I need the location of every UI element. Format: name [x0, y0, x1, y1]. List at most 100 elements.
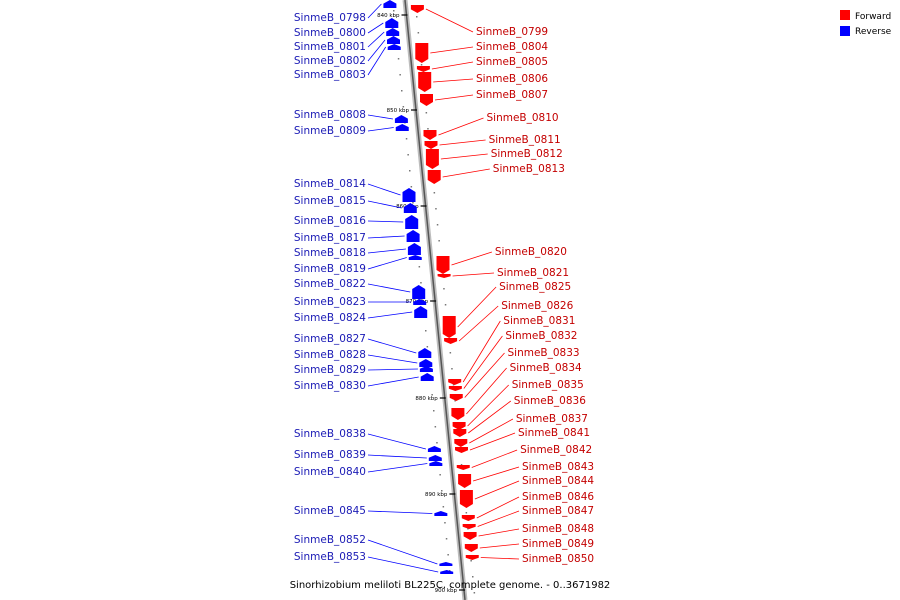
reverse-gene-body — [414, 306, 428, 318]
reverse-gene-body — [405, 215, 419, 229]
forward-gene — [415, 43, 429, 63]
reverse-gene — [429, 461, 443, 466]
forward-gene-body — [455, 447, 468, 453]
reverse-gene-leader — [367, 311, 413, 319]
reverse-gene-body — [412, 285, 426, 299]
track-dot — [451, 368, 453, 370]
forward-gene-body — [461, 515, 475, 521]
track-dot — [452, 384, 455, 386]
reverse-gene-body — [386, 28, 400, 36]
forward-gene-leader — [468, 400, 512, 434]
reverse-gene-leader — [367, 338, 417, 354]
forward-gene-leader — [479, 543, 520, 549]
reverse-gene — [394, 115, 408, 123]
track-dot — [402, 106, 405, 108]
reverse-gene-body — [440, 570, 454, 574]
track-dot — [439, 474, 441, 476]
reverse-gene-leader — [367, 354, 418, 364]
forward-gene-leader — [463, 335, 503, 389]
track-dot — [410, 186, 413, 188]
reverse-gene — [407, 243, 421, 255]
forward-gene — [464, 544, 478, 552]
forward-gene-label: SinmeB_0825 — [499, 281, 571, 293]
reverse-gene — [428, 455, 442, 461]
reverse-gene-leader — [367, 368, 418, 371]
reverse-gene-label: SinmeB_0852 — [294, 534, 366, 546]
reverse-gene — [405, 215, 419, 229]
forward-gene — [427, 170, 441, 184]
reverse-gene-label: SinmeB_0801 — [294, 41, 366, 53]
legend: Forward Reverse — [840, 10, 892, 37]
track-dot — [418, 266, 421, 268]
forward-gene-leader — [480, 557, 520, 560]
forward-gene-leader — [439, 139, 486, 146]
reverse-gene-body — [402, 188, 416, 202]
forward-gene-label: SinmeB_0811 — [489, 134, 561, 146]
reverse-gene — [385, 18, 399, 28]
track-dot — [434, 426, 437, 428]
track-dot — [399, 74, 401, 76]
forward-gene-label: SinmeB_0848 — [522, 523, 594, 535]
reverse-gene-body — [419, 366, 433, 372]
track-dot — [397, 58, 400, 60]
forward-gene-body — [424, 141, 438, 149]
reverse-gene-label: SinmeB_0819 — [294, 263, 366, 275]
forward-gene-label: SinmeB_0836 — [514, 395, 586, 407]
track-dot — [401, 90, 403, 92]
track-dot — [445, 538, 448, 540]
forward-gene-body — [415, 43, 429, 63]
forward-gene-leader — [452, 272, 495, 277]
reverse-gene — [387, 44, 401, 50]
forward-gene-label: SinmeB_0807 — [476, 89, 548, 101]
track-dot — [427, 128, 429, 130]
track-dot — [436, 442, 438, 444]
forward-gene-label: SinmeB_0833 — [508, 347, 580, 359]
track-dot — [435, 208, 437, 210]
legend-forward-label: Forward — [855, 12, 891, 22]
forward-gene-leader — [472, 466, 520, 482]
reverse-gene-leader — [367, 376, 419, 387]
reverse-gene — [420, 373, 434, 381]
forward-gene-leader — [431, 61, 474, 70]
forward-gene-body — [449, 394, 463, 401]
reverse-gene-label: SinmeB_0838 — [294, 428, 366, 440]
reverse-gene — [427, 446, 441, 452]
reverse-gene-leader — [367, 183, 401, 196]
backbone-line — [404, 0, 466, 600]
reverse-gene-leader — [367, 283, 411, 293]
reverse-gene-leader — [367, 433, 427, 450]
forward-gene-body — [436, 256, 450, 274]
reverse-gene — [418, 348, 432, 358]
reverse-gene-body — [434, 511, 448, 516]
reverse-gene-body — [403, 203, 417, 213]
reverse-gene-label: SinmeB_0803 — [294, 69, 366, 81]
forward-gene — [442, 316, 456, 338]
forward-gene-leader — [471, 449, 518, 468]
track-dot — [444, 304, 447, 306]
legend-reverse-swatch — [840, 26, 850, 36]
reverse-gene — [434, 511, 448, 516]
reverse-gene — [395, 124, 409, 131]
reverse-gene — [403, 203, 417, 213]
track-dot — [442, 506, 445, 508]
track-dot — [409, 170, 411, 172]
forward-gene — [424, 141, 438, 149]
track-dot — [441, 490, 443, 492]
reverse-gene-leader — [367, 510, 433, 514]
forward-gene-leader — [477, 510, 520, 527]
track-dot — [449, 352, 452, 354]
reverse-gene-body — [428, 455, 442, 461]
track-dot — [433, 410, 435, 412]
track-dot — [454, 400, 456, 402]
forward-gene — [453, 429, 467, 437]
reverse-gene-body — [429, 461, 443, 466]
reverse-gene-label: SinmeB_0802 — [294, 55, 366, 67]
track-dot — [467, 528, 469, 530]
reverse-gene-leader — [367, 114, 393, 120]
reverse-gene-label: SinmeB_0816 — [294, 215, 366, 227]
forward-gene-leader — [478, 528, 520, 537]
forward-gene-leader — [457, 286, 497, 328]
forward-gene — [448, 379, 462, 385]
reverse-gene — [383, 0, 397, 8]
reverse-gene-leader — [367, 22, 384, 34]
